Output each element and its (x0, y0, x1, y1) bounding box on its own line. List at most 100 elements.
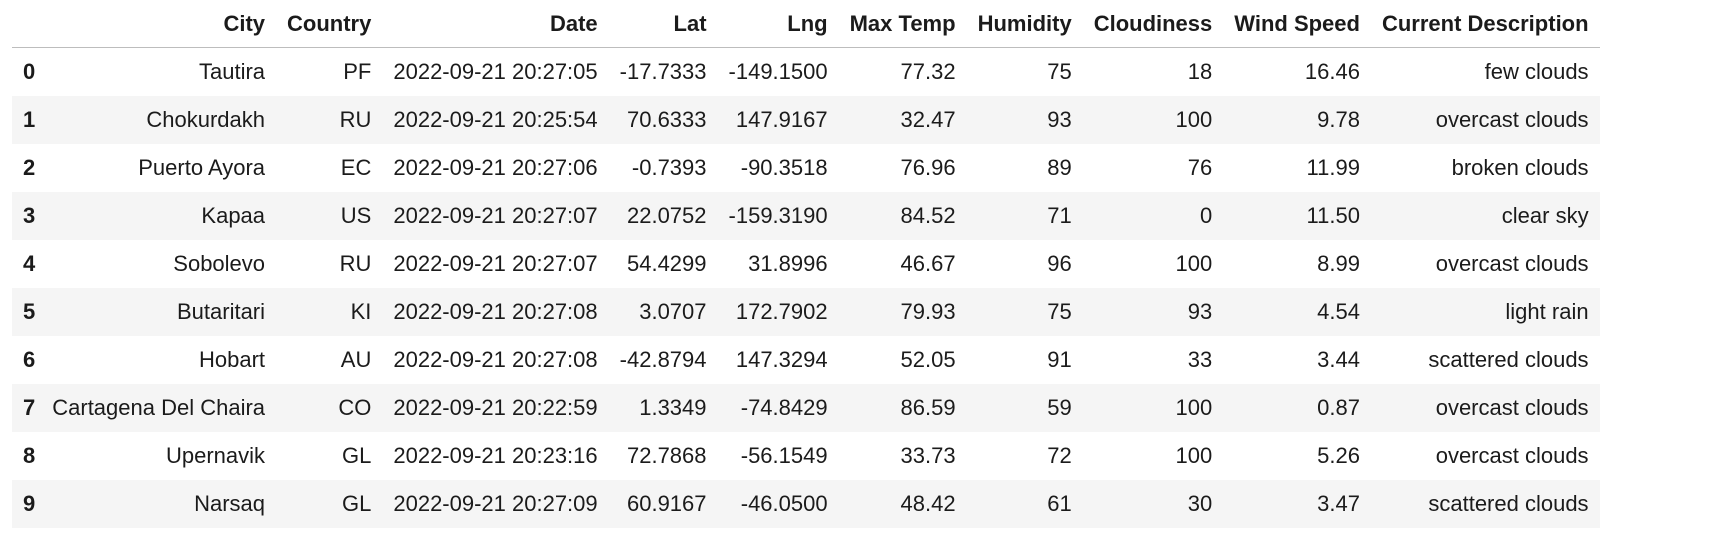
cell-country: US (340, 203, 372, 228)
cell-cloudiness: 76 (1187, 155, 1213, 180)
cell-city: Sobolevo (173, 251, 266, 276)
table-row: 9 Narsaq GL 2022-09-21 20:27:09 60.9167 … (12, 480, 1600, 528)
cell-city: Hobart (198, 347, 266, 372)
table-row: 0 Tautira PF 2022-09-21 20:27:05 -17.733… (12, 47, 1600, 96)
cell-cloudiness: 100 (1175, 443, 1213, 468)
cell-city: Upernavik (165, 443, 266, 468)
table-header: City Country Date Lat Lng Max Temp Humid… (12, 0, 1600, 48)
cell-current-description: overcast clouds (1435, 107, 1589, 132)
row-index: 5 (23, 299, 36, 324)
cell-wind-speed: 16.46 (1304, 59, 1360, 84)
cell-date: 2022-09-21 20:27:08 (393, 299, 598, 324)
cell-current-description: broken clouds (1451, 155, 1589, 180)
cell-current-description: scattered clouds (1428, 347, 1589, 372)
cell-date: 2022-09-21 20:27:09 (393, 491, 598, 516)
cell-date: 2022-09-21 20:27:07 (393, 251, 598, 276)
table-row: 3 Kapaa US 2022-09-21 20:27:07 22.0752 -… (12, 192, 1600, 240)
column-header-country: Country (276, 0, 383, 48)
cell-cloudiness: 100 (1175, 395, 1213, 420)
cell-lat: 70.6333 (626, 107, 707, 132)
cell-country: GL (342, 491, 372, 516)
row-index: 4 (23, 251, 36, 276)
cell-country: CO (338, 395, 372, 420)
column-header-wind-speed: Wind Speed (1223, 0, 1371, 48)
row-index: 8 (23, 443, 36, 468)
cell-wind-speed: 11.99 (1306, 155, 1360, 180)
cell-cloudiness: 0 (1200, 203, 1213, 228)
cell-cloudiness: 30 (1187, 491, 1213, 516)
table-row: 6 Hobart AU 2022-09-21 20:27:08 -42.8794… (12, 336, 1600, 384)
column-header-humidity: Humidity (966, 0, 1083, 48)
column-header-lng: Lng (717, 0, 839, 48)
cell-max-temp: 52.05 (900, 347, 956, 372)
cell-date: 2022-09-21 20:27:05 (393, 59, 598, 84)
header-row: City Country Date Lat Lng Max Temp Humid… (12, 0, 1600, 48)
cell-lat: -42.8794 (619, 347, 707, 372)
row-index: 2 (23, 155, 36, 180)
table-body: 0 Tautira PF 2022-09-21 20:27:05 -17.733… (12, 47, 1600, 528)
cell-humidity: 75 (1047, 299, 1072, 324)
cell-country: RU (339, 107, 372, 132)
table-row: 7 Cartagena Del Chaira CO 2022-09-21 20:… (12, 384, 1600, 432)
cell-country: PF (343, 59, 372, 84)
column-header-current-description: Current Description (1370, 0, 1600, 48)
dataframe-output: City Country Date Lat Lng Max Temp Humid… (12, 0, 1600, 528)
column-header-max-temp: Max Temp (838, 0, 967, 48)
cell-city: Narsaq (194, 491, 266, 516)
cell-lng: 172.7902 (735, 299, 828, 324)
cell-current-description: overcast clouds (1435, 395, 1589, 420)
row-index: 3 (23, 203, 36, 228)
row-index: 6 (23, 347, 36, 372)
cell-lng: -56.1549 (740, 443, 828, 468)
cell-current-description: scattered clouds (1428, 491, 1589, 516)
cell-current-description: overcast clouds (1435, 443, 1589, 468)
cell-cloudiness: 18 (1187, 59, 1213, 84)
cell-humidity: 75 (1047, 59, 1072, 84)
cell-city: Tautira (198, 59, 266, 84)
cell-cloudiness: 33 (1187, 347, 1213, 372)
cell-humidity: 61 (1047, 491, 1072, 516)
cell-humidity: 71 (1047, 203, 1072, 228)
cell-country: GL (342, 443, 372, 468)
cell-max-temp: 77.32 (900, 59, 956, 84)
cell-date: 2022-09-21 20:27:06 (393, 155, 598, 180)
cell-humidity: 96 (1047, 251, 1072, 276)
table-row: 8 Upernavik GL 2022-09-21 20:23:16 72.78… (12, 432, 1600, 480)
cell-current-description: light rain (1505, 299, 1589, 324)
dataframe-table: City Country Date Lat Lng Max Temp Humid… (12, 0, 1600, 528)
table-row: 1 Chokurdakh RU 2022-09-21 20:25:54 70.6… (12, 96, 1600, 144)
cell-wind-speed: 0.87 (1317, 395, 1360, 420)
cell-city: Cartagena Del Chaira (52, 395, 266, 420)
cell-max-temp: 84.52 (900, 203, 956, 228)
column-header-lat: Lat (608, 0, 718, 48)
cell-max-temp: 32.47 (900, 107, 956, 132)
cell-current-description: clear sky (1501, 203, 1589, 228)
cell-lng: -159.3190 (728, 203, 828, 228)
cell-max-temp: 33.73 (900, 443, 956, 468)
cell-humidity: 93 (1047, 107, 1072, 132)
cell-lat: -0.7393 (631, 155, 707, 180)
cell-lat: -17.7333 (619, 59, 707, 84)
column-header-cloudiness: Cloudiness (1082, 0, 1224, 48)
cell-wind-speed: 8.99 (1317, 251, 1360, 276)
cell-wind-speed: 5.26 (1317, 443, 1360, 468)
cell-humidity: 72 (1047, 443, 1072, 468)
cell-city: Chokurdakh (146, 107, 266, 132)
row-index: 1 (23, 107, 36, 132)
cell-city: Butaritari (176, 299, 266, 324)
cell-lng: -149.1500 (728, 59, 828, 84)
cell-date: 2022-09-21 20:27:07 (393, 203, 598, 228)
cell-lat: 3.0707 (639, 299, 707, 324)
row-index: 9 (23, 491, 36, 516)
cell-humidity: 59 (1047, 395, 1072, 420)
cell-wind-speed: 3.47 (1317, 491, 1360, 516)
cell-country: RU (339, 251, 372, 276)
cell-country: KI (350, 299, 372, 324)
cell-date: 2022-09-21 20:23:16 (393, 443, 598, 468)
cell-lat: 54.4299 (626, 251, 707, 276)
cell-wind-speed: 3.44 (1317, 347, 1360, 372)
column-header-city: City (41, 0, 277, 48)
cell-lng: -46.0500 (740, 491, 828, 516)
column-header-date: Date (382, 0, 609, 48)
cell-cloudiness: 93 (1187, 299, 1213, 324)
